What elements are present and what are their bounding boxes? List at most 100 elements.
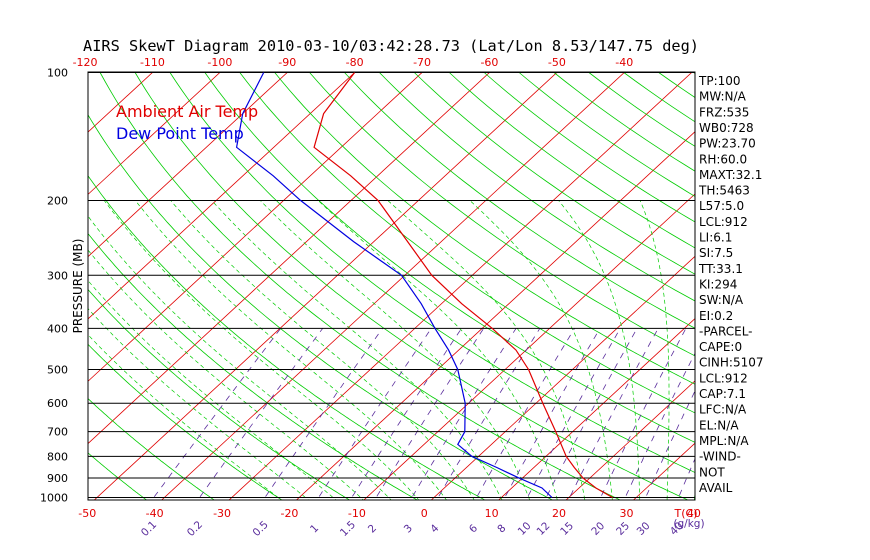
dry-adiabat-line: [238, 72, 695, 414]
index-label: MW:N/A: [699, 90, 747, 104]
pressure-tick-label: 600: [47, 397, 68, 410]
pressure-tick-label: 500: [47, 364, 68, 377]
index-label: -WIND-: [699, 450, 741, 464]
bottom-temp-tick-label: 0: [421, 507, 428, 520]
isotherm-line: [295, 131, 695, 500]
x-axis-label: T(C): [674, 507, 698, 520]
bottom-temp-tick-label: -40: [146, 507, 164, 520]
mixing-ratio-label: 0.1: [139, 519, 159, 539]
dry-adiabat-line: [448, 72, 695, 249]
bottom-temp-tick-label: 10: [485, 507, 499, 520]
moist-adiabat-line: [134, 200, 447, 500]
mixing-ratio-line: [544, 328, 638, 500]
index-label: SW:N/A: [699, 293, 744, 307]
isotherm-line: [88, 72, 221, 195]
index-label: LFC:N/A: [699, 403, 747, 417]
index-label: TP:100: [698, 74, 741, 88]
bottom-temp-tick-label: -50: [78, 507, 96, 520]
isotherm-line: [88, 72, 424, 382]
index-label: EI:0.2: [699, 309, 733, 323]
mixing-ratio-line: [262, 328, 383, 500]
mixing-ratio-line: [374, 328, 485, 500]
index-label: PW:23.70: [699, 137, 756, 151]
index-label: CINH:5107: [699, 356, 764, 370]
plot-frame: [87, 71, 696, 501]
index-label: LCL:912: [699, 215, 748, 229]
index-label: TH:5463: [698, 184, 750, 198]
mixing-ratio-label: 10: [516, 520, 534, 538]
legend-dew-point: Dew Point Temp: [116, 124, 244, 143]
isotherm-line: [0, 63, 28, 506]
bottom-temp-tick-label: -30: [213, 507, 231, 520]
index-label: LCL:912: [699, 371, 748, 385]
dry-adiabat-line: [88, 175, 486, 500]
mixing-ratio-label: 1: [308, 522, 321, 535]
dry-adiabat-line: [204, 72, 695, 443]
pressure-tick-label: 700: [47, 426, 68, 439]
dry-adiabat-line: [99, 72, 622, 500]
mixing-ratio-line: [316, 328, 432, 500]
plot-area: [0, 63, 870, 507]
mixing-ratio-label: 0.2: [185, 519, 205, 539]
mixing-ratio-line: [197, 328, 324, 500]
dry-adiabat-line: [0, 63, 19, 507]
bottom-temp-tick-label: 30: [619, 507, 633, 520]
index-label: CAPE:0: [699, 340, 742, 354]
moist-adiabat-line: [103, 200, 420, 500]
index-label: MAXT:32.1: [699, 168, 762, 182]
pressure-tick-label: 900: [47, 472, 68, 485]
top-temp-tick-label: -50: [548, 56, 566, 69]
dry-adiabat-lines: [0, 63, 695, 507]
isotherm-line: [88, 72, 491, 445]
index-label: FRZ:535: [699, 105, 749, 119]
bottom-temp-tick-label: 40: [687, 507, 701, 520]
moist-adiabat-line: [259, 200, 531, 500]
isotherm-line: [498, 318, 695, 500]
bottom-temp-tick-label: -10: [348, 507, 366, 520]
dry-adiabat-line: [88, 288, 351, 500]
moist-adiabat-line: [88, 215, 392, 500]
bottom-temp-tick-label: 20: [552, 507, 566, 520]
top-temp-tick-label: -100: [207, 56, 232, 69]
moist-adiabat-line: [387, 200, 586, 500]
moist-adiabat-line: [88, 280, 337, 500]
mixing-ratio-line: [409, 328, 517, 500]
legend-ambient-temp: Ambient Air Temp: [116, 102, 258, 121]
dry-adiabat-line: [169, 72, 695, 473]
index-label: NOT: [699, 465, 725, 479]
dry-adiabat-line: [88, 232, 419, 500]
isotherm-line: [761, 63, 870, 506]
mixing-ratio-label: 25: [614, 520, 632, 538]
mixing-ratio-label: 2: [366, 522, 379, 535]
top-temp-tick-label: -110: [140, 56, 165, 69]
mixing-ratio-line: [525, 328, 621, 500]
dry-adiabat-line: [343, 72, 695, 329]
index-label: L57:5.0: [699, 199, 744, 213]
index-label: KI:294: [699, 277, 737, 291]
mixing-ratio-line: [599, 328, 687, 500]
moist-adiabat-line: [317, 200, 558, 500]
dry-adiabat-line: [273, 72, 695, 385]
pressure-tick-label: 200: [47, 194, 68, 207]
pressure-tick-label: 400: [47, 322, 68, 335]
chart-title: AIRS SkewT Diagram 2010-03-10/03:42:28.7…: [83, 37, 699, 55]
mixing-ratio-label: 4: [428, 522, 441, 535]
moist-adiabat-line: [170, 200, 475, 500]
index-label: CAP:7.1: [699, 387, 746, 401]
moist-adiabat-line: [88, 308, 310, 500]
dry-adiabat-line: [134, 72, 689, 500]
moist-adiabat-line: [211, 200, 503, 500]
top-temp-tick-label: -120: [73, 56, 98, 69]
isotherm-line: [565, 380, 695, 500]
top-temp-tick-label: -40: [615, 56, 633, 69]
mixing-ratio-line: [644, 390, 695, 500]
pressure-tick-label: 1000: [40, 492, 68, 505]
index-label: MPL:N/A: [699, 434, 749, 448]
pressure-tick-label: 300: [47, 269, 68, 282]
isotherm-line: [228, 72, 693, 500]
dry-adiabat-line: [378, 72, 695, 302]
index-label: -PARCEL-: [699, 324, 753, 338]
index-label: SI:7.5: [699, 246, 733, 260]
y-axis-label: PRESSURE (MB): [71, 239, 85, 334]
